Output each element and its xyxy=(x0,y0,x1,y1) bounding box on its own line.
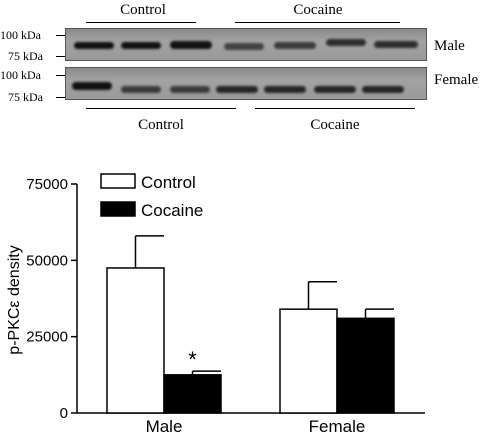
y-tick-label: 0 xyxy=(60,405,68,422)
female-band xyxy=(121,86,161,93)
blot-bottom-control-rule xyxy=(86,108,236,109)
blot-top-cocaine-rule xyxy=(235,22,400,23)
legend-swatch-cocaine xyxy=(100,201,136,217)
bar-cocaine-female xyxy=(336,317,395,414)
female-marker-100-tick xyxy=(56,75,66,76)
male-band xyxy=(374,41,418,48)
bar-control-female xyxy=(279,308,338,414)
male-band xyxy=(170,41,212,49)
female-marker-75-tick xyxy=(56,97,66,98)
bar-control-male xyxy=(106,267,165,414)
male-marker-75: 75 kDa xyxy=(8,49,43,63)
blot-bottom-control-label: Control xyxy=(138,117,184,133)
significance-asterisk: * xyxy=(188,347,197,372)
y-tick-label: 50000 xyxy=(26,252,68,269)
male-band xyxy=(326,39,366,46)
female-band xyxy=(362,86,404,93)
female-blot-image xyxy=(65,67,427,100)
x-tick-label: Female xyxy=(309,417,366,436)
male-band xyxy=(224,43,264,50)
legend-label-control: Control xyxy=(141,173,196,192)
female-band xyxy=(216,86,258,93)
female-band xyxy=(264,86,306,93)
female-marker-75: 75 kDa xyxy=(8,90,43,104)
x-tick-label: Male xyxy=(146,417,183,436)
bar-cocaine-male xyxy=(163,374,222,414)
blot-top-cocaine-label: Cocaine xyxy=(293,2,343,18)
male-band xyxy=(74,42,114,49)
male-band xyxy=(121,42,161,49)
blot-top-control-rule xyxy=(86,22,196,23)
legend-swatch-control xyxy=(100,173,136,189)
female-band xyxy=(72,82,112,90)
female-marker-100: 100 kDa xyxy=(0,68,41,82)
y-tick-label: 75000 xyxy=(26,176,68,193)
male-marker-100: 100 kDa xyxy=(0,28,41,42)
female-band xyxy=(314,86,356,93)
chart-plot-area: 0 25000 50000 75000 Male Female * xyxy=(26,176,425,436)
y-axis-label: p-PKCε density xyxy=(6,245,23,354)
male-blot-label: Male xyxy=(434,38,465,54)
blot-bottom-cocaine-label: Cocaine xyxy=(310,117,360,133)
legend-label-cocaine: Cocaine xyxy=(141,201,203,220)
blot-top-control-label: Control xyxy=(120,2,166,18)
y-tick-label: 25000 xyxy=(26,329,68,346)
legend: Control Cocaine xyxy=(100,173,203,220)
male-band xyxy=(274,42,316,49)
male-marker-75-tick xyxy=(56,56,66,57)
female-band xyxy=(170,86,210,93)
blot-bottom-cocaine-rule xyxy=(255,108,415,109)
male-marker-100-tick xyxy=(56,35,66,36)
male-blot-image xyxy=(65,28,427,61)
female-blot-label: Female xyxy=(434,72,479,88)
